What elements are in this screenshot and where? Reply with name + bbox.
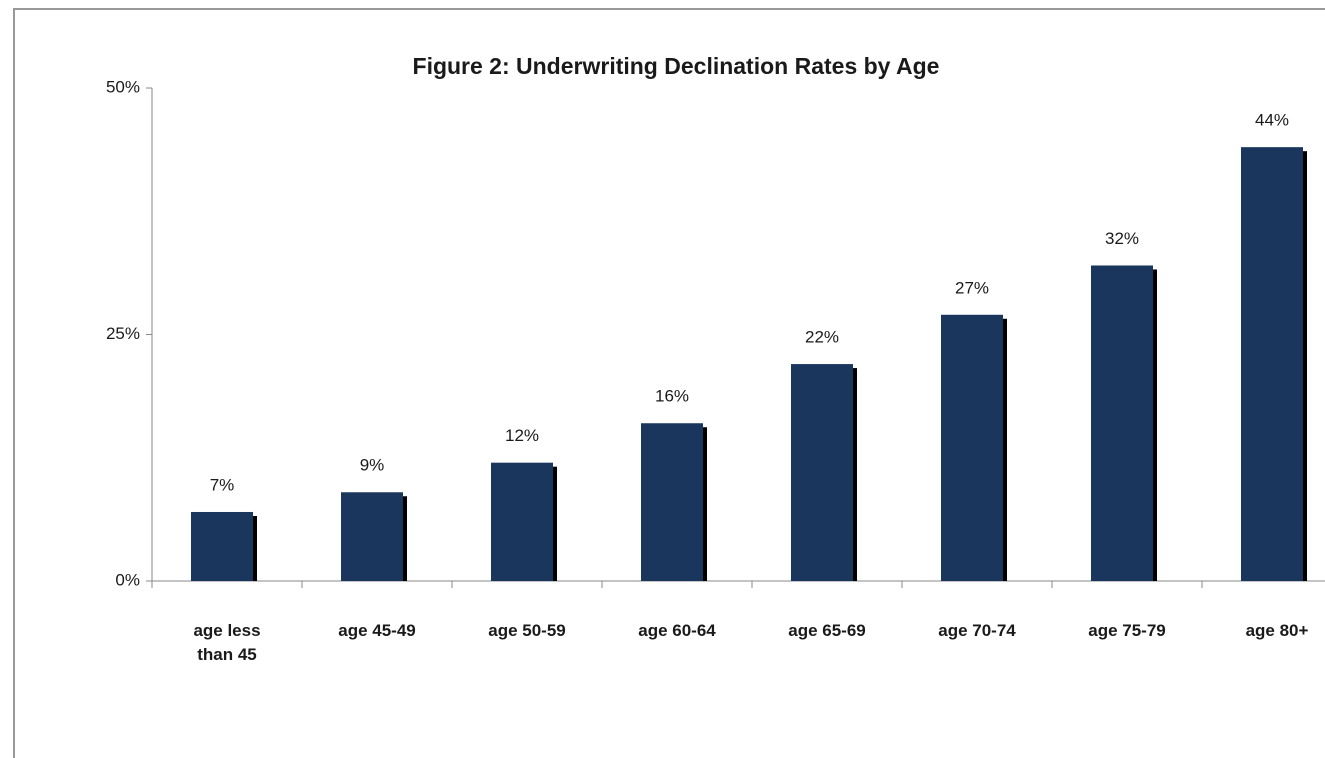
value-label: 44% (1255, 111, 1289, 130)
bar (191, 511, 253, 581)
bar (491, 462, 553, 581)
bar (941, 314, 1003, 581)
value-label: 32% (1105, 229, 1139, 248)
chart-frame (13, 8, 1325, 758)
value-label: 9% (360, 456, 385, 475)
x-tick-label: age 80+ (1245, 621, 1309, 640)
chart-title: Figure 2: Underwriting Declination Rates… (413, 53, 940, 79)
bar (791, 364, 853, 581)
x-tick-label: age less than 45 (193, 621, 261, 664)
bar (1091, 265, 1153, 581)
x-tick-label: age 50-59 (488, 621, 566, 640)
x-tick-label: age 60-64 (638, 621, 716, 640)
bar (1241, 147, 1303, 581)
x-tick-label: age 70-74 (938, 621, 1016, 640)
x-tick-label: age 75-79 (1088, 621, 1166, 640)
value-label: 7% (210, 475, 235, 494)
value-label: 12% (505, 426, 539, 445)
bar (341, 492, 403, 581)
bar (641, 423, 703, 581)
value-label: 22% (805, 328, 839, 347)
x-tick-label: age 65-69 (788, 621, 866, 640)
value-label: 16% (655, 387, 689, 406)
value-label: 27% (955, 278, 989, 297)
y-tick-label: 50% (106, 77, 140, 96)
y-tick-label: 0% (115, 570, 140, 589)
y-tick-label: 25% (106, 324, 140, 343)
x-tick-label: age 45-49 (338, 621, 416, 640)
